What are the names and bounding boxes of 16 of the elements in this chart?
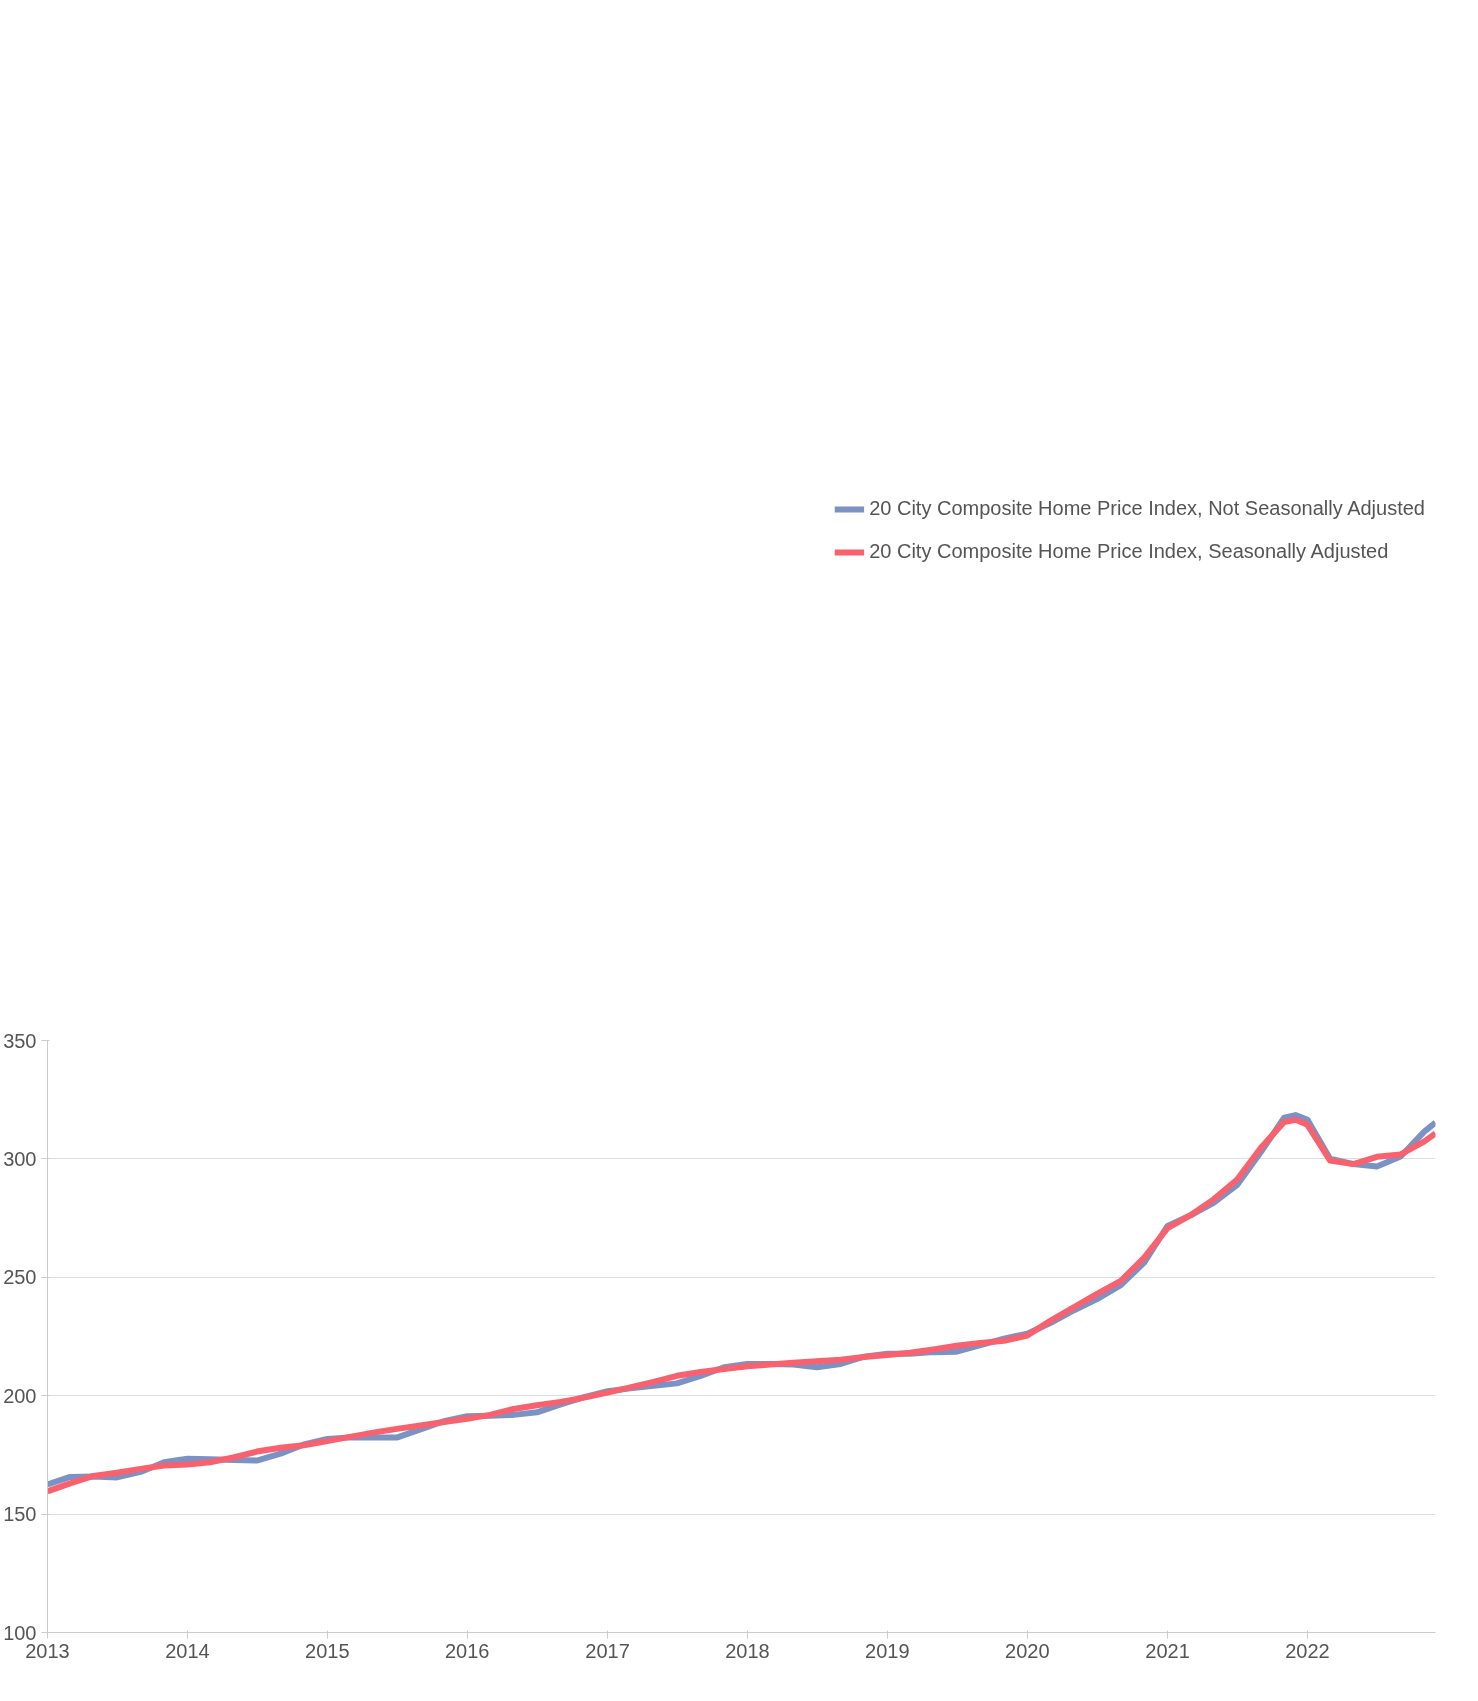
y-tick-label: 200 [3, 1384, 37, 1407]
x-tick-label: 2019 [865, 1639, 910, 1662]
y-tick-label: 250 [3, 1266, 37, 1289]
y-tick-label: 150 [3, 1503, 37, 1526]
x-tick-label: 2021 [1145, 1639, 1190, 1662]
y-tick-label: 350 [3, 1029, 37, 1052]
legend-label: 20 City Composite Home Price Index, Seasonally Adjusted [869, 540, 1389, 563]
x-tick-label: 2015 [305, 1639, 350, 1662]
x-tick-label: 2018 [725, 1639, 770, 1662]
x-tick-label: 2017 [585, 1639, 630, 1662]
x-tick-label: 2022 [1285, 1639, 1330, 1662]
x-tick-label: 2014 [165, 1639, 210, 1662]
x-tick-label: 2020 [1005, 1639, 1050, 1662]
y-tick-label: 300 [3, 1147, 37, 1170]
x-tick-label: 2016 [444, 1639, 490, 1662]
legend-label: 20 City Composite Home Price Index, Not Seasonally Adjusted [869, 497, 1425, 520]
